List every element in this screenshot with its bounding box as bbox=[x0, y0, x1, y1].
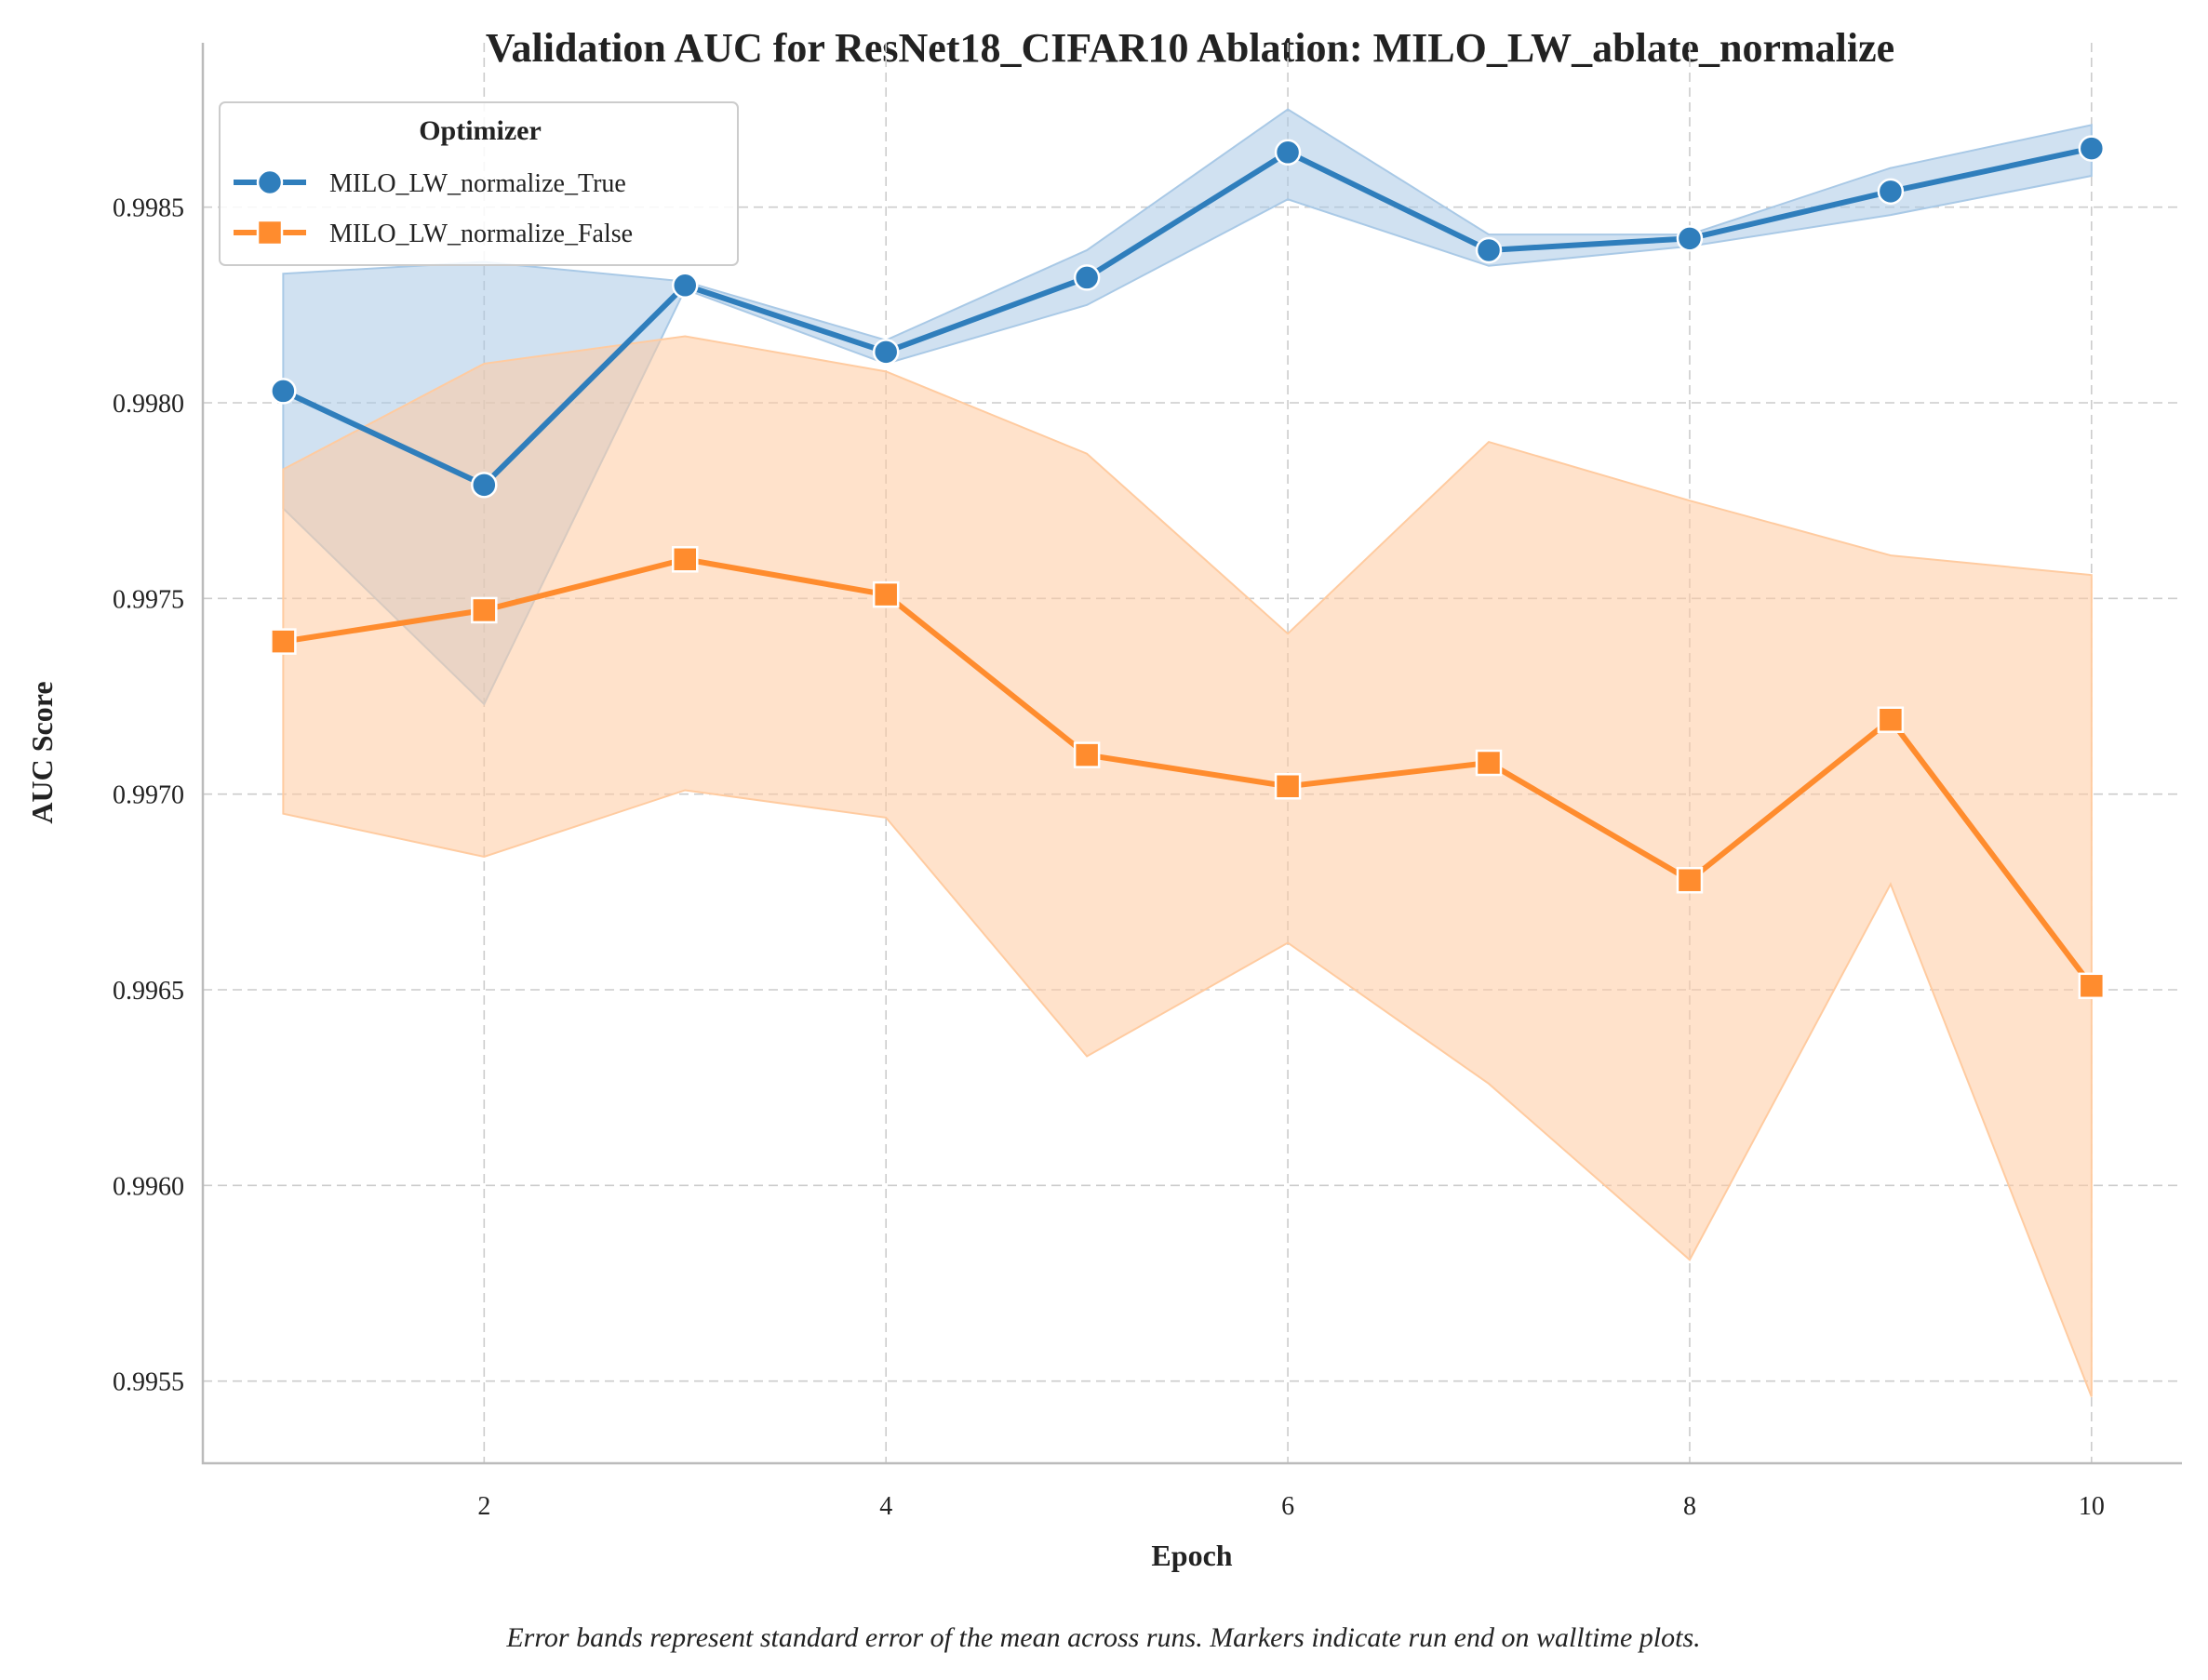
data-point-false bbox=[1073, 741, 1101, 768]
series-line-true bbox=[280, 145, 2094, 488]
data-point-true bbox=[2078, 135, 2106, 162]
x-tick-label: 8 bbox=[1683, 1492, 1696, 1521]
x-tick-label: 10 bbox=[2079, 1492, 2105, 1521]
data-point-true bbox=[1475, 236, 1503, 264]
series-markers bbox=[270, 135, 2106, 1000]
y-tick-label: 0.9965 bbox=[113, 977, 184, 1006]
axes-spines bbox=[201, 43, 2182, 1465]
x-tick-label: 2 bbox=[477, 1492, 490, 1521]
legend-marker-true bbox=[256, 168, 284, 196]
error-bands bbox=[282, 108, 2093, 1397]
data-point-false bbox=[2078, 972, 2106, 1000]
data-point-true bbox=[1676, 225, 1704, 252]
legend-frame bbox=[219, 101, 739, 266]
data-point-true bbox=[872, 339, 900, 366]
data-point-true bbox=[471, 472, 498, 499]
y-axis-ticks: 0.9955 0.9960 0.9965 0.9970 0.9975 0.9980 0.99… bbox=[113, 194, 184, 1397]
x-axis-ticks: 2 4 6 8 10 bbox=[477, 1492, 2105, 1521]
y-tick-label: 0.9985 bbox=[113, 194, 184, 223]
data-point-true bbox=[1877, 178, 1905, 206]
legend-label-true: MILO_LW_normalize_True bbox=[329, 169, 626, 198]
y-tick-label: 0.9970 bbox=[113, 781, 184, 810]
data-point-false bbox=[872, 580, 900, 608]
y-tick-label: 0.9955 bbox=[113, 1368, 184, 1397]
legend: Optimizer MILO_LW_normalize_True MILO_LW_… bbox=[219, 101, 739, 266]
chart-title: Validation AUC for ResNet18_CIFAR10 Abla… bbox=[486, 25, 1894, 71]
legend-marker-false bbox=[256, 219, 284, 247]
legend-title: Optimizer bbox=[419, 115, 542, 146]
data-point-false bbox=[471, 596, 498, 624]
y-tick-label: 0.9960 bbox=[113, 1172, 184, 1201]
y-tick-label: 0.9980 bbox=[113, 390, 184, 419]
data-point-true bbox=[672, 272, 699, 300]
series-lines bbox=[280, 145, 2094, 989]
series-line-false bbox=[280, 556, 2094, 989]
data-point-false bbox=[1676, 866, 1704, 894]
x-axis-label: Epoch bbox=[1151, 1539, 1232, 1572]
error-band-false bbox=[282, 335, 2093, 1397]
chart-caption: Error bands represent standard error of … bbox=[505, 1622, 1700, 1653]
y-axis-label: AUC Score bbox=[25, 681, 59, 823]
legend-label-false: MILO_LW_normalize_False bbox=[329, 220, 633, 248]
data-point-true bbox=[270, 378, 297, 405]
data-point-true bbox=[1274, 139, 1302, 167]
data-point-false bbox=[672, 546, 699, 573]
data-point-false bbox=[1274, 773, 1302, 800]
data-point-false bbox=[1877, 706, 1905, 733]
data-point-true bbox=[1073, 264, 1101, 291]
x-tick-label: 4 bbox=[879, 1492, 892, 1521]
data-point-false bbox=[270, 628, 297, 655]
x-tick-label: 6 bbox=[1281, 1492, 1294, 1521]
y-tick-label: 0.9975 bbox=[113, 585, 184, 614]
data-point-false bbox=[1475, 749, 1503, 777]
